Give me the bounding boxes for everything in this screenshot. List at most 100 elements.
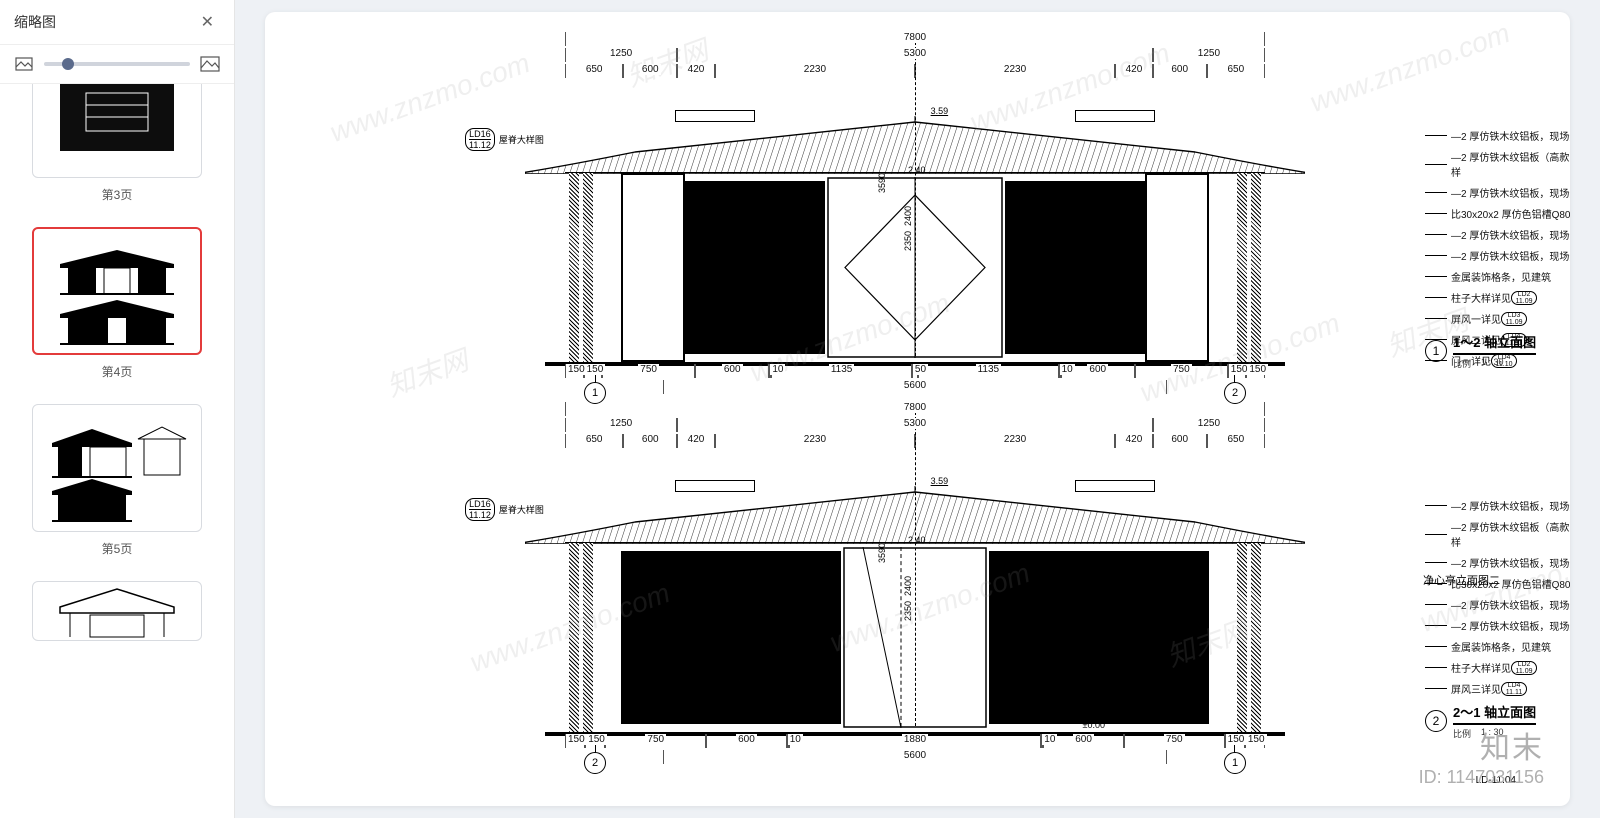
thumbnail-label: 第4页 [102, 363, 133, 380]
datum-marker: ±0.00 [1083, 720, 1105, 730]
note-text: —2 厚仿铁木纹铝板，现场选样 [1451, 498, 1570, 513]
thumbnail-page[interactable]: 第4页 [10, 227, 224, 380]
thumbnails-list[interactable]: 第3页第4页第5页 [0, 84, 234, 818]
dimension-value: 150 [585, 734, 605, 748]
thumb-size-slider[interactable] [44, 62, 190, 66]
thumb-large-icon[interactable] [200, 55, 220, 73]
thumbnail-image[interactable] [32, 227, 202, 355]
dimension-value: 420 [677, 64, 715, 78]
dimension-value: 600 [706, 734, 787, 748]
note-text: 比30x20x2 厚仿色铝槽Q80 [1451, 206, 1570, 221]
dimension-value: 2230 [715, 64, 915, 78]
note-line: —2 厚仿铁木纹铝板，现场选样 [1425, 597, 1570, 612]
note-line: 柱子大样详见LD211.09 [1425, 660, 1570, 675]
note-line: 屏风三详见LD411.11 [1425, 681, 1570, 696]
dimension-value: 1250 [565, 418, 677, 432]
ridge-vent [1075, 110, 1155, 122]
drawing-stack: 7800125053001250650600420223022304206006… [485, 32, 1415, 772]
dimension-value: 420 [1115, 434, 1153, 448]
dimension-value: 150 [1228, 364, 1247, 378]
side-title: 净心亭立面图二 [1423, 572, 1500, 588]
note-line: —2 厚仿铁木纹铝板，现场选样 [1425, 248, 1570, 263]
elevation-section: 7800125053001250650600420223022304206006… [485, 32, 1415, 402]
screen-panel [1005, 181, 1145, 354]
note-text: —2 厚仿铁木纹铝板，现场选样 [1451, 227, 1570, 242]
note-line: —2 厚仿铁木纹铝板（高款），现场选样 [1425, 149, 1570, 179]
view-title: 1 1～2 轴立面图 比例 1 : 30 [1425, 332, 1570, 370]
note-line: 金属装饰格条，见建筑 [1425, 639, 1570, 654]
note-text: —2 厚仿铁木纹铝板（高款），现场选样 [1451, 149, 1570, 179]
detail-ref-icon: LD311.09 [1501, 312, 1527, 326]
annotation-notes: —2 厚仿铁木纹铝板，现场选样 —2 厚仿铁木纹铝板（高款），现场选样 —2 厚… [1425, 498, 1570, 702]
note-text: 金属装饰格条，见建筑 [1451, 269, 1551, 284]
thumbnail-page[interactable] [10, 581, 224, 641]
dimension-value: 5600 [663, 380, 1167, 394]
thumbnail-image[interactable] [32, 404, 202, 532]
note-line: —2 厚仿铁木纹铝板，现场选样 [1425, 128, 1570, 143]
scale-value: 1 : 30 [1481, 727, 1504, 740]
note-text: 屏风三详见 [1451, 681, 1501, 696]
dimension-value: 600 [623, 64, 677, 78]
thumbnails-panel: 缩略图 ✕ 第3页第4页第5页 [0, 0, 235, 818]
dimension-value: 1135 [771, 364, 912, 378]
thumbnail-page[interactable]: 第5页 [10, 404, 224, 557]
centerline [915, 32, 916, 356]
note-line: —2 厚仿铁木纹铝板，现场选样 [1425, 498, 1570, 513]
screen-frame [621, 173, 685, 362]
dimension-value: 600 [695, 364, 769, 378]
screen-panel [989, 551, 1209, 724]
dimension-value: 1135 [918, 364, 1059, 378]
main-canvas[interactable]: 7800125053001250650600420223022304206006… [235, 0, 1600, 818]
note-text: 柱子大样详见 [1451, 660, 1511, 675]
centerline [915, 402, 916, 726]
ridge-level: 3.59 [931, 476, 949, 486]
column [1251, 173, 1261, 362]
thumb-small-icon[interactable] [14, 55, 34, 73]
column [583, 173, 593, 362]
dimension-value: 750 [602, 364, 695, 378]
dimensions-top: 7800125053001250650600420223022304206006… [485, 32, 1415, 112]
dimension-value: 750 [605, 734, 706, 748]
dimensions-bottom: 1501507506001011355011351060075015015056… [565, 364, 1265, 398]
dimension-value: 150 [565, 734, 585, 748]
dimension-value: 420 [677, 434, 715, 448]
view-title-text: 1～2 轴立面图 [1453, 335, 1536, 350]
detail-ref-icon: LD211.09 [1511, 291, 1537, 305]
note-line: —2 厚仿铁木纹铝板，现场选样 [1425, 185, 1570, 200]
column [583, 543, 593, 732]
note-line: 屏风一详见LD311.09 [1425, 311, 1570, 326]
dimension-value: 650 [1207, 434, 1265, 448]
dimension-value: 1250 [1153, 418, 1265, 432]
note-line: —2 厚仿铁木纹铝板，现场选样 [1425, 555, 1570, 570]
dimension-value: 600 [623, 434, 677, 448]
dimensions-top: 7800125053001250650600420223022304206006… [485, 402, 1415, 482]
thumbnail-image[interactable] [32, 84, 202, 178]
view-number-icon: 1 [1425, 340, 1447, 362]
note-line: 比30x20x2 厚仿色铝槽Q80LD511.12 [1425, 206, 1570, 221]
scale-value: 1 : 30 [1481, 357, 1504, 370]
screen-panel [621, 551, 841, 724]
thumbnail-page[interactable]: 第3页 [10, 84, 224, 203]
dimension-value: 2230 [915, 64, 1115, 78]
slider-knob[interactable] [62, 58, 74, 70]
note-line: —2 厚仿铁木纹铝板，现场选样 [1425, 227, 1570, 242]
column [569, 173, 579, 362]
dimension-value: 2230 [915, 434, 1115, 448]
dimension-value: 650 [565, 64, 623, 78]
dimension-value: 2230 [715, 434, 915, 448]
note-text: —2 厚仿铁木纹铝板，现场选样 [1451, 618, 1570, 633]
note-text: 金属装饰格条，见建筑 [1451, 639, 1551, 654]
dimension-value: 420 [1115, 64, 1153, 78]
elevation-section: 7800125053001250650600420223022304206006… [485, 402, 1415, 772]
thumbnail-image[interactable] [32, 581, 202, 641]
ridge-vent [675, 480, 755, 492]
note-line: 金属装饰格条，见建筑 [1425, 269, 1570, 284]
dimension-value: 600 [1153, 434, 1207, 448]
ridge-vent [675, 110, 755, 122]
note-text: —2 厚仿铁木纹铝板，现场选样 [1451, 248, 1570, 263]
close-icon[interactable]: ✕ [195, 10, 220, 34]
note-line: —2 厚仿铁木纹铝板（高款），现场选样 [1425, 519, 1570, 549]
note-text: —2 厚仿铁木纹铝板，现场选样 [1451, 128, 1570, 143]
scale-label: 比例 [1453, 357, 1471, 370]
sidebar-header: 缩略图 ✕ [0, 0, 234, 45]
